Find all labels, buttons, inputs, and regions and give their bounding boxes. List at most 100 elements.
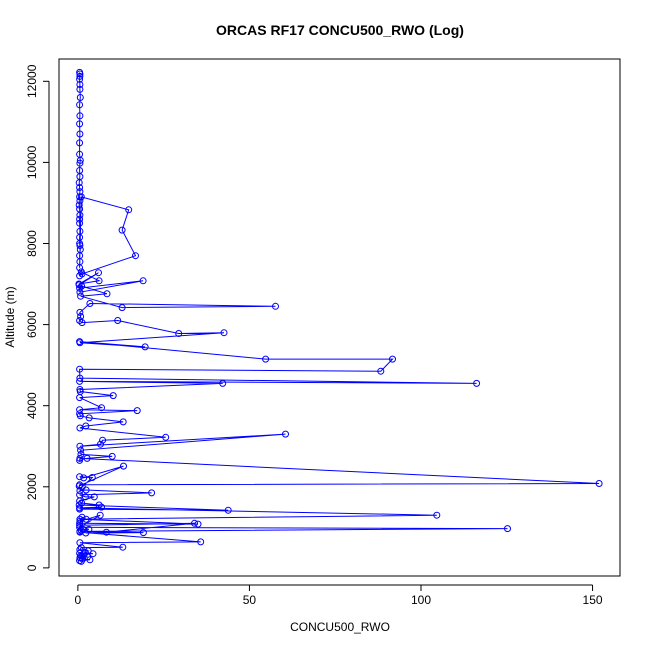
data-point xyxy=(85,414,93,422)
data-point xyxy=(82,422,90,430)
data-point xyxy=(76,120,84,128)
data-point xyxy=(76,184,84,191)
data-point xyxy=(120,462,127,470)
data-point xyxy=(76,504,84,512)
data-point xyxy=(76,72,84,80)
y-axis-label: Altitude (m) xyxy=(3,286,17,347)
data-point xyxy=(76,424,84,432)
x-tick-label: 0 xyxy=(75,593,82,607)
data-point xyxy=(132,252,139,260)
data-point xyxy=(282,430,289,438)
data-point xyxy=(76,130,84,138)
data-point xyxy=(76,338,84,346)
data-point xyxy=(78,282,86,290)
data-point xyxy=(219,379,227,387)
data-point xyxy=(118,304,126,312)
data-point xyxy=(141,343,149,351)
data-point xyxy=(504,525,511,533)
data-point xyxy=(77,557,85,565)
data-point xyxy=(77,268,85,276)
data-point xyxy=(97,440,104,448)
data-point xyxy=(119,418,127,426)
x-tick-label: 100 xyxy=(411,593,431,607)
data-point xyxy=(88,474,96,481)
data-point xyxy=(76,219,84,227)
data-point xyxy=(76,85,84,93)
data-point xyxy=(75,201,83,209)
data-point xyxy=(433,511,441,519)
data-point xyxy=(98,503,105,511)
data-point xyxy=(77,193,85,201)
x-axis-label: CONCU500_RWO xyxy=(290,620,390,634)
y-tick-label: 6000 xyxy=(25,311,39,338)
data-point xyxy=(194,520,202,528)
data-series xyxy=(75,68,603,565)
data-point xyxy=(77,446,85,454)
data-point xyxy=(83,454,91,462)
data-point xyxy=(89,550,97,558)
data-point xyxy=(76,528,84,536)
y-tick-label: 8000 xyxy=(25,230,39,257)
data-point xyxy=(76,159,84,167)
data-point xyxy=(595,480,603,487)
y-tick-label: 0 xyxy=(25,564,39,571)
data-point xyxy=(103,290,111,298)
data-point xyxy=(75,179,83,187)
data-point xyxy=(76,156,84,164)
data-point xyxy=(224,506,232,514)
data-point xyxy=(76,497,84,505)
data-point xyxy=(90,493,98,501)
data-point xyxy=(114,317,122,324)
plot-frame xyxy=(58,58,621,577)
data-point xyxy=(95,269,102,277)
data-point xyxy=(119,543,127,551)
data-point xyxy=(76,308,84,316)
data-point xyxy=(95,277,103,285)
y-axis: 0 2000 4000 6000 8000 10000 12000 xyxy=(25,64,50,571)
data-point xyxy=(76,94,84,101)
data-point xyxy=(86,556,94,564)
data-point xyxy=(77,527,85,535)
data-point xyxy=(76,197,84,205)
data-point xyxy=(76,242,84,249)
data-point xyxy=(76,75,84,83)
data-point xyxy=(99,436,107,444)
data-point xyxy=(133,407,141,415)
data-point xyxy=(81,493,89,501)
data-point xyxy=(76,288,84,296)
data-point xyxy=(76,284,84,292)
chart-title: ORCAS RF17 CONCU500_RWO (Log) xyxy=(216,22,464,38)
data-point xyxy=(118,226,126,234)
data-point xyxy=(139,529,147,537)
data-point xyxy=(76,215,84,223)
data-point xyxy=(76,264,84,272)
y-tick-label: 2000 xyxy=(25,473,39,500)
data-point xyxy=(102,528,110,536)
data-point xyxy=(98,404,105,412)
data-point xyxy=(76,412,84,420)
data-point xyxy=(108,452,116,460)
data-point xyxy=(148,489,156,497)
data-point xyxy=(76,442,84,450)
data-point xyxy=(76,112,84,120)
data-point xyxy=(76,81,84,88)
data-point xyxy=(82,515,90,523)
data-point xyxy=(80,474,88,482)
data-point xyxy=(77,292,85,300)
x-tick-label: 50 xyxy=(243,593,257,607)
data-point xyxy=(377,367,385,375)
data-point xyxy=(473,379,481,387)
y-tick-label: 4000 xyxy=(25,392,39,419)
data-point xyxy=(139,277,147,285)
data-point xyxy=(109,392,117,400)
data-point xyxy=(175,330,183,337)
data-point xyxy=(76,539,84,547)
data-point xyxy=(76,377,84,385)
data-point xyxy=(76,139,84,147)
data-point xyxy=(125,206,133,214)
series-line xyxy=(77,72,600,562)
data-point xyxy=(76,365,84,373)
data-point xyxy=(272,302,279,310)
data-point xyxy=(76,454,84,462)
